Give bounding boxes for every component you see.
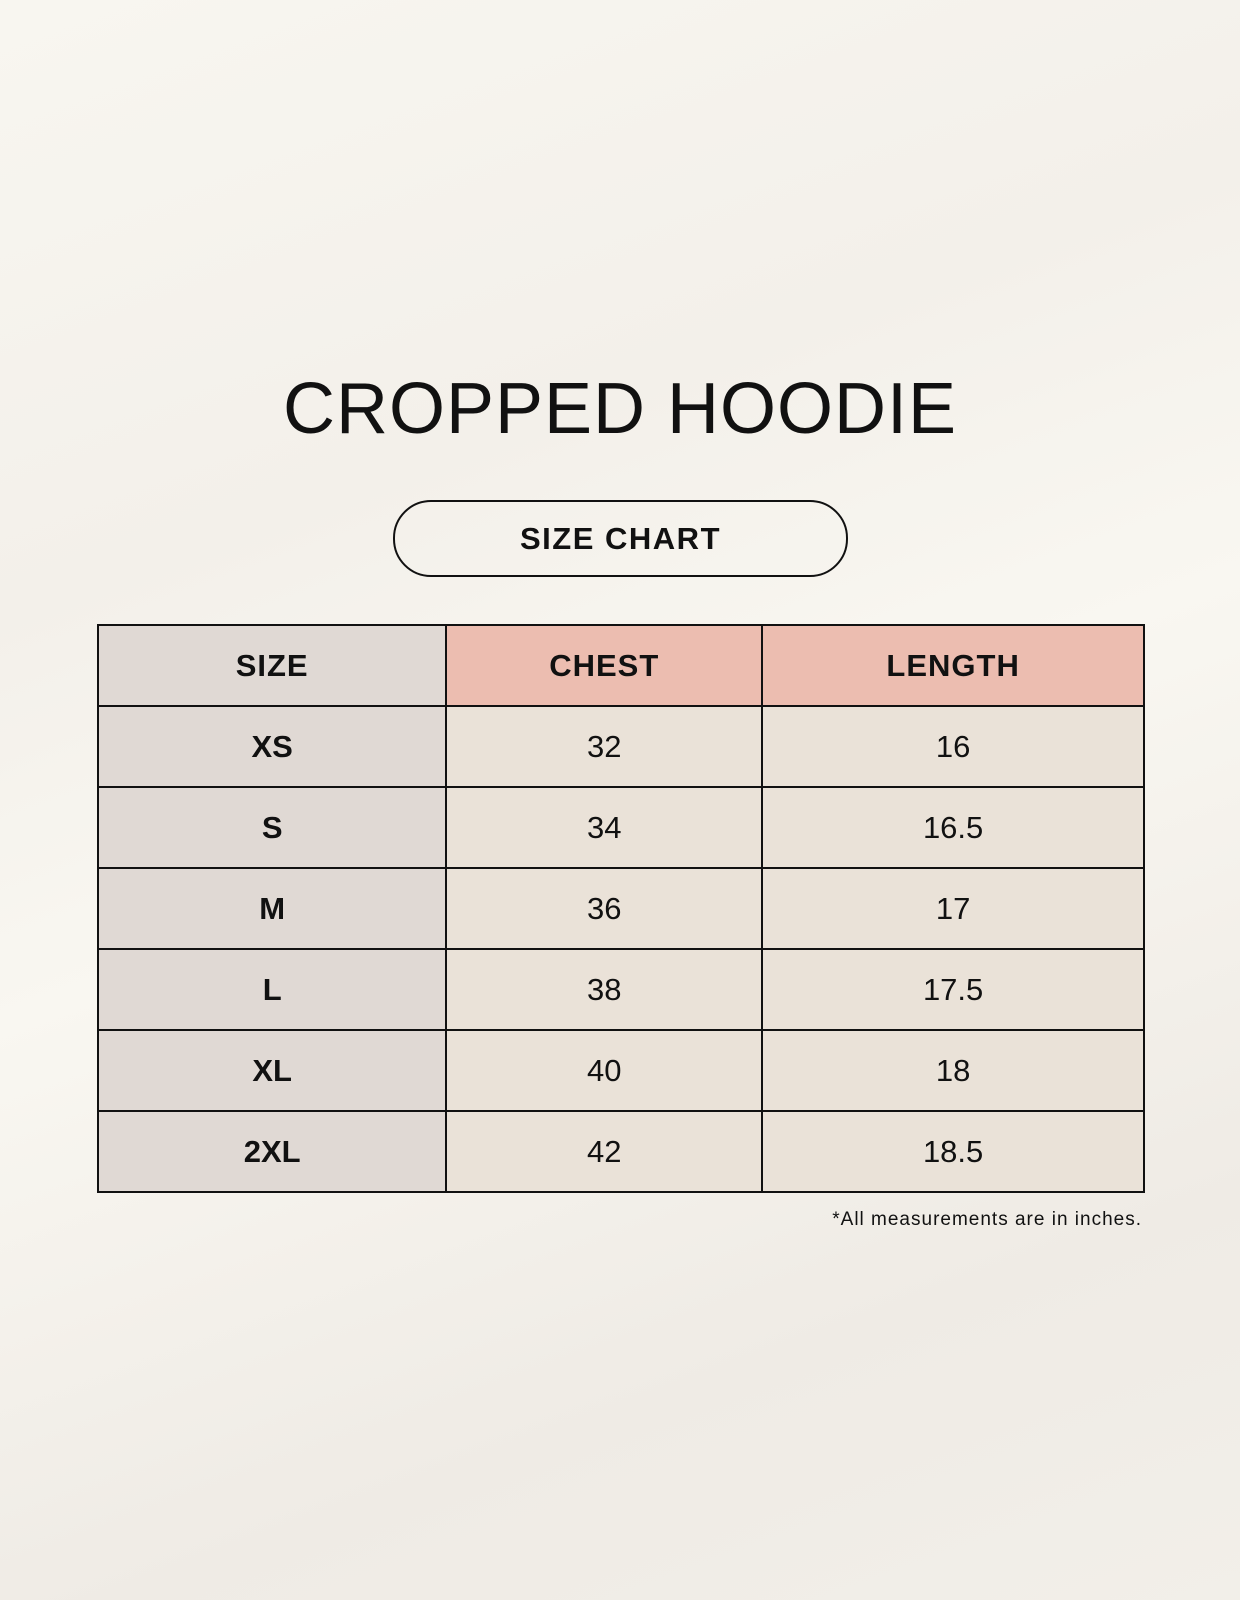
cell-chest: 38 <box>445 948 764 1031</box>
cell-length: 16.5 <box>761 786 1145 869</box>
cell-length: 18.5 <box>761 1110 1145 1193</box>
header-chest: CHEST <box>445 624 764 707</box>
table-row: L 38 17.5 <box>96 948 1145 1031</box>
table-row: S 34 16.5 <box>96 786 1145 869</box>
header-length: LENGTH <box>761 624 1145 707</box>
cell-chest: 36 <box>445 867 764 950</box>
cell-length: 18 <box>761 1029 1145 1112</box>
cell-size: L <box>96 948 448 1031</box>
table-row: XS 32 16 <box>96 705 1145 788</box>
table-row: M 36 17 <box>96 867 1145 950</box>
size-table: SIZE CHEST LENGTH XS 32 16 S 34 16.5 M 36 17 L 38 1… <box>96 624 1145 1193</box>
cell-chest: 32 <box>445 705 764 788</box>
cell-chest: 42 <box>445 1110 764 1193</box>
cell-length: 17.5 <box>761 948 1145 1031</box>
header-size: SIZE <box>96 624 448 707</box>
size-chart-label: SIZE CHART <box>393 500 848 577</box>
cell-size: XS <box>96 705 448 788</box>
footnote: *All measurements are in inches. <box>832 1209 1142 1230</box>
cell-chest: 34 <box>445 786 764 869</box>
cell-size: S <box>96 786 448 869</box>
cell-length: 17 <box>761 867 1145 950</box>
cell-size: 2XL <box>96 1110 448 1193</box>
table-header-row: SIZE CHEST LENGTH <box>96 624 1145 707</box>
cell-size: XL <box>96 1029 448 1112</box>
page-title: CROPPED HOODIE <box>282 369 958 449</box>
cell-chest: 40 <box>445 1029 764 1112</box>
cell-size: M <box>96 867 448 950</box>
table-row: 2XL 42 18.5 <box>96 1110 1145 1193</box>
table-row: XL 40 18 <box>96 1029 1145 1112</box>
cell-length: 16 <box>761 705 1145 788</box>
